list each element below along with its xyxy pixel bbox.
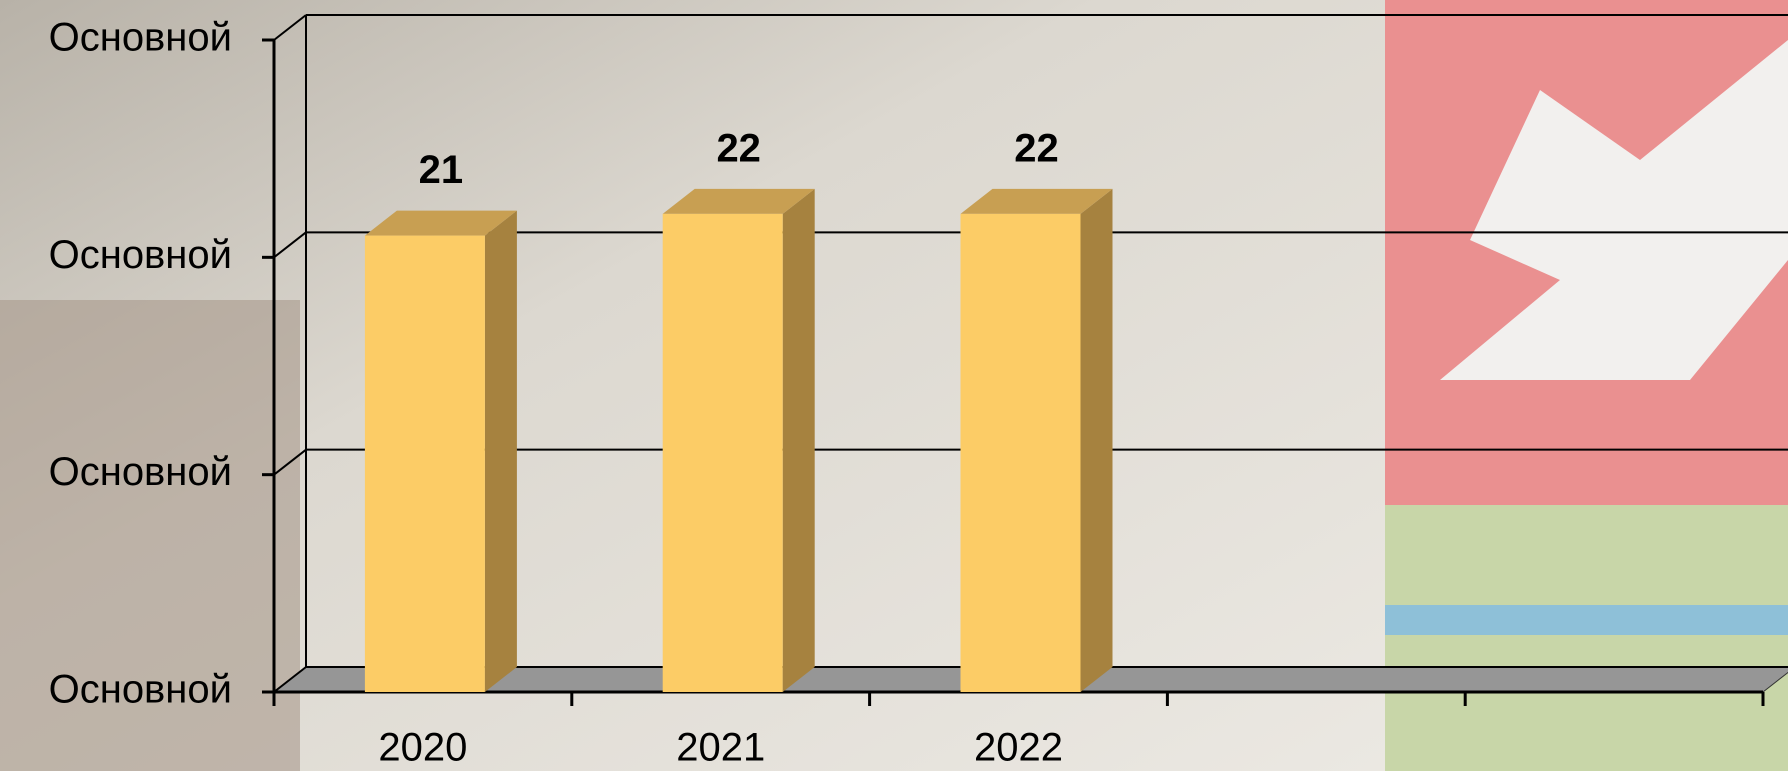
bar	[960, 213, 1081, 692]
emblem	[1385, 505, 1788, 771]
background	[0, 300, 300, 771]
y-tick-label: Основной	[49, 233, 232, 277]
bar-top	[662, 188, 815, 214]
bar	[364, 235, 485, 692]
y-tick-label: Основной	[49, 450, 232, 494]
x-tick-label: 2022	[974, 726, 1063, 770]
y-tick-label: Основной	[49, 16, 232, 60]
bar-top	[364, 210, 517, 236]
bar-side	[1080, 188, 1113, 692]
grid-line	[273, 14, 307, 41]
value-label: 22	[1014, 126, 1059, 170]
bar-side	[484, 210, 517, 692]
value-label: 22	[716, 126, 761, 170]
grid-line	[273, 448, 307, 476]
emblem	[1385, 605, 1788, 635]
bar	[662, 213, 783, 692]
x-tick-label: 2020	[378, 726, 467, 770]
x-tick-label: 2021	[676, 726, 765, 770]
value-label: 21	[419, 148, 464, 192]
bar-top	[960, 188, 1113, 214]
grid-line	[273, 231, 307, 259]
emblem	[1440, 40, 1788, 380]
bar-side	[782, 188, 815, 692]
grid-line	[273, 666, 307, 693]
y-tick-label: Основной	[49, 668, 232, 712]
